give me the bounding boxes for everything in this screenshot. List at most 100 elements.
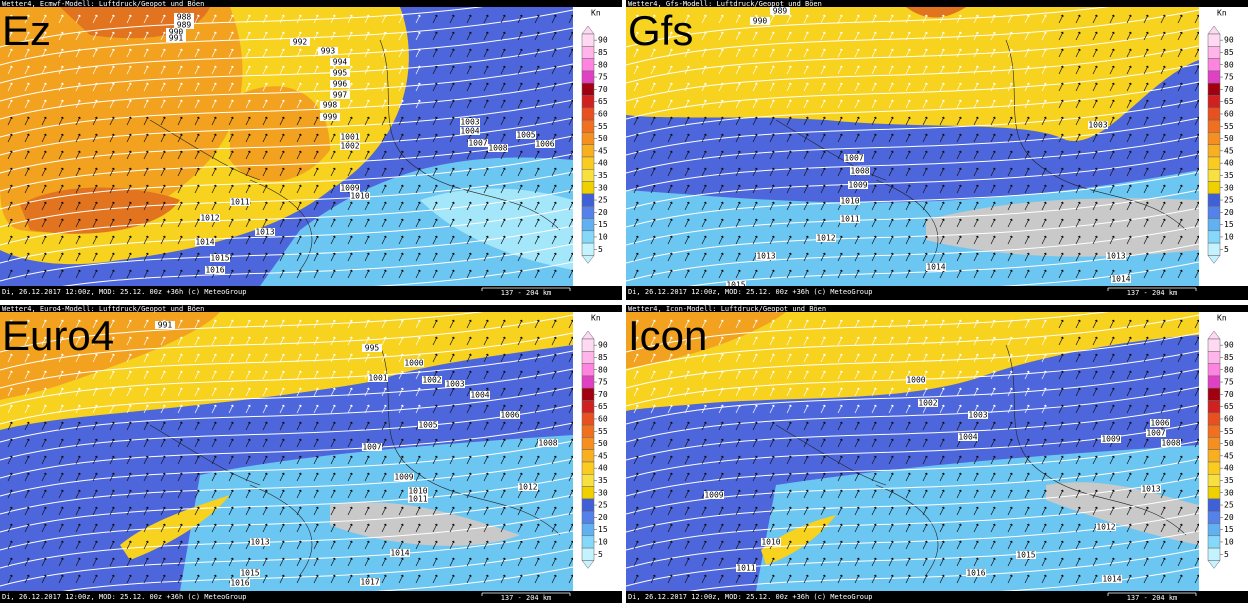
wind-arrow bbox=[684, 540, 690, 550]
wind-arrow bbox=[109, 150, 115, 160]
wind-arrow bbox=[667, 336, 673, 346]
wind-arrow bbox=[92, 48, 98, 58]
wind-arrow bbox=[1126, 218, 1132, 228]
wind-arrow bbox=[58, 404, 64, 414]
wind-arrow bbox=[1177, 252, 1183, 262]
wind-arrow bbox=[177, 557, 183, 567]
wind-arrow bbox=[534, 269, 540, 279]
wind-arrow bbox=[177, 269, 183, 279]
wind-arrow bbox=[568, 14, 573, 24]
wind-arrow bbox=[1092, 133, 1098, 143]
colorbar-tick-label: 80 bbox=[598, 60, 608, 69]
wind-arrow bbox=[1092, 387, 1098, 397]
wind-arrow bbox=[1092, 184, 1098, 194]
gust-field bbox=[420, 188, 573, 270]
wind-arrow bbox=[718, 82, 724, 92]
wind-arrow bbox=[1024, 455, 1030, 465]
wind-arrow bbox=[837, 150, 843, 160]
wind-arrow bbox=[483, 65, 489, 75]
wind-arrow bbox=[534, 116, 540, 126]
wind-arrow bbox=[347, 252, 353, 262]
wind-arrow bbox=[990, 387, 996, 397]
wind-arrow bbox=[211, 31, 217, 41]
wind-arrow bbox=[41, 506, 47, 516]
colorbar-tick-label: 40 bbox=[598, 464, 608, 473]
wind-arrow bbox=[432, 387, 438, 397]
isobar-label: 995 bbox=[365, 344, 380, 353]
wind-arrow bbox=[160, 472, 166, 482]
wind-arrow bbox=[752, 387, 758, 397]
wind-arrow bbox=[466, 472, 472, 482]
wind-arrow bbox=[701, 438, 707, 448]
wind-arrow bbox=[803, 184, 809, 194]
colorbar-box bbox=[581, 58, 595, 72]
isobar-label-bg bbox=[330, 69, 350, 77]
wind-arrow bbox=[667, 472, 673, 482]
colorbar-tick-label: 15 bbox=[1224, 220, 1234, 229]
wind-arrow bbox=[534, 82, 540, 92]
wind-arrow bbox=[449, 150, 455, 160]
wind-arrow bbox=[1041, 370, 1047, 380]
wind-arrow bbox=[41, 31, 47, 41]
wind-arrow bbox=[483, 353, 489, 363]
wind-arrow bbox=[769, 472, 775, 482]
wind-arrow bbox=[415, 14, 421, 24]
wind-arrow bbox=[922, 438, 928, 448]
isobar-label-bg bbox=[240, 569, 260, 577]
wind-arrow bbox=[820, 404, 826, 414]
wind-arrow bbox=[109, 404, 115, 414]
isobar-line bbox=[999, 261, 1199, 286]
wind-arrow bbox=[262, 150, 268, 160]
wind-arrow bbox=[1007, 269, 1013, 279]
wind-arrow bbox=[449, 116, 455, 126]
wind-arrow bbox=[752, 404, 758, 414]
wind-arrow bbox=[667, 252, 673, 262]
wind-arrow bbox=[177, 387, 183, 397]
wind-arrow bbox=[1194, 31, 1199, 41]
wind-arrow bbox=[1058, 218, 1064, 228]
wind-arrow bbox=[381, 574, 387, 584]
wind-arrow bbox=[432, 574, 438, 584]
colorbar-box bbox=[581, 205, 595, 219]
wind-arrow bbox=[1092, 252, 1098, 262]
wind-arrow bbox=[262, 421, 268, 431]
wind-arrow bbox=[820, 523, 826, 533]
wind-arrow bbox=[701, 82, 707, 92]
wind-arrow bbox=[650, 82, 656, 92]
wind-arrow bbox=[1024, 523, 1030, 533]
wind-arrow bbox=[905, 14, 911, 24]
wind-arrow bbox=[24, 438, 30, 448]
wind-arrow bbox=[837, 184, 843, 194]
wind-arrow bbox=[718, 116, 724, 126]
wind-arrow bbox=[973, 421, 979, 431]
wind-arrow bbox=[820, 353, 826, 363]
wind-arrow bbox=[483, 523, 489, 533]
wind-arrow bbox=[871, 14, 877, 24]
wind-arrow bbox=[1041, 235, 1047, 245]
colorbar-background bbox=[573, 312, 622, 591]
wind-arrow bbox=[990, 438, 996, 448]
wind-arrow bbox=[7, 218, 13, 228]
wind-arrow bbox=[667, 133, 673, 143]
wind-arrow bbox=[41, 65, 47, 75]
isobar-label-bg bbox=[230, 198, 250, 206]
wind-arrow bbox=[228, 421, 234, 431]
wind-arrow bbox=[1075, 455, 1081, 465]
wind-arrow bbox=[1194, 269, 1199, 279]
colorbar-tick-label: 90 bbox=[1224, 36, 1234, 45]
wind-arrow bbox=[990, 82, 996, 92]
wind-arrow bbox=[228, 540, 234, 550]
wind-arrow bbox=[871, 235, 877, 245]
wind-arrow bbox=[415, 523, 421, 533]
isobar-line bbox=[626, 153, 1199, 210]
isobar-line bbox=[626, 225, 1199, 282]
wind-arrow bbox=[109, 167, 115, 177]
wind-arrow bbox=[500, 252, 506, 262]
wind-arrow bbox=[1177, 540, 1183, 550]
wind-arrow bbox=[177, 455, 183, 465]
colorbar-tick-label: 20 bbox=[598, 208, 608, 217]
wind-arrow bbox=[667, 150, 673, 160]
wind-arrow bbox=[939, 99, 945, 109]
wind-arrow bbox=[279, 65, 285, 75]
wind-arrow bbox=[956, 404, 962, 414]
